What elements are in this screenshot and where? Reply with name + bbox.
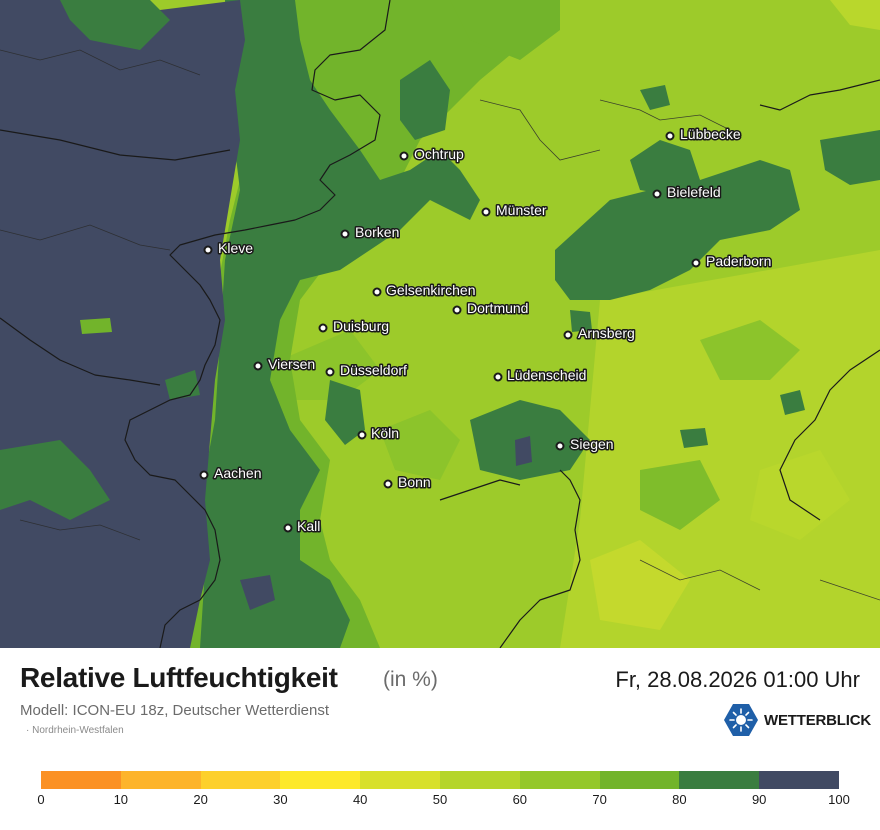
city-marker-koeln: Köln: [357, 424, 401, 443]
city-marker-kall: Kall: [283, 517, 322, 536]
legend-tick-label: 40: [352, 792, 368, 807]
legend-segment: [200, 771, 281, 789]
city-marker-duesseldorf: Düsseldorf: [325, 361, 409, 380]
city-marker-siegen: Siegen: [555, 435, 615, 454]
brand-name: WETTERBLICK: [764, 711, 871, 729]
legend-tick-label: 10: [113, 792, 129, 807]
legend-tick-label: 100: [828, 792, 850, 807]
brand-logo[interactable]: WETTERBLICK: [724, 704, 871, 736]
legend-segment: [759, 771, 839, 789]
legend-segment: [439, 771, 520, 789]
city-marker-ochtrup: Ochtrup: [399, 145, 466, 164]
city-marker-aachen: Aachen: [199, 464, 263, 483]
legend-tick-label: 70: [592, 792, 607, 807]
city-label: Köln: [371, 425, 399, 441]
city-marker-luebbecke: Lübbecke: [665, 125, 742, 144]
humidity-map: Lübbecke Ochtrup Bielefeld Münster Borke…: [0, 0, 880, 648]
map-title: Relative Luftfeuchtigkeit: [20, 662, 338, 693]
sun-snowflake-icon: [724, 704, 758, 736]
legend-tick-label: 50: [432, 792, 448, 807]
legend-tick-label: 80: [672, 792, 687, 807]
color-legend: [41, 771, 839, 789]
city-marker-luedenscheid: Lüdenscheid: [493, 366, 588, 385]
city-marker-viersen: Viersen: [253, 355, 317, 374]
city-marker-borken: Borken: [340, 223, 401, 242]
city-marker-gelsenkirchen: Gelsenkirchen: [372, 281, 477, 300]
city-label: Lübbecke: [680, 126, 741, 142]
city-marker-duisburg: Duisburg: [318, 317, 391, 336]
legend-segment: [599, 771, 680, 789]
city-marker-muenster: Münster: [481, 201, 548, 220]
legend-segment: [41, 771, 121, 789]
city-label: Arnsberg: [578, 325, 635, 341]
region-label: · Nordrhein-Westfalen: [26, 725, 124, 736]
city-label: Duisburg: [333, 318, 389, 334]
city-label: Bielefeld: [667, 184, 721, 200]
city-marker-dortmund: Dortmund: [452, 299, 530, 318]
city-marker-kleve: Kleve: [203, 239, 255, 258]
forecast-datetime: Fr, 28.08.2026 01:00 Uhr: [615, 667, 860, 692]
city-marker-paderborn: Paderborn: [691, 252, 773, 271]
city-label: Lüdenscheid: [507, 367, 586, 383]
city-label: Paderborn: [706, 253, 771, 269]
legend-tick-label: 30: [273, 792, 288, 807]
city-marker-arnsberg: Arnsberg: [563, 324, 636, 343]
legend-segment: [360, 771, 440, 789]
legend-tick-label: 20: [193, 792, 208, 807]
legend-segment: [120, 771, 201, 789]
legend-tick-label: 60: [512, 792, 528, 807]
city-label: Siegen: [570, 436, 614, 452]
city-marker-bonn: Bonn: [383, 473, 432, 492]
unit-label: (in %): [383, 668, 438, 691]
city-label: Viersen: [268, 356, 315, 372]
city-label: Bonn: [398, 474, 431, 490]
city-label: Kall: [297, 518, 320, 534]
city-label: Ochtrup: [414, 146, 464, 162]
model-info: Modell: ICON-EU 18z, Deutscher Wetterdie…: [20, 702, 330, 719]
legend-segment: [280, 771, 361, 789]
city-marker-bielefeld: Bielefeld: [652, 183, 722, 202]
city-label: Borken: [355, 224, 399, 240]
city-label: Aachen: [214, 465, 261, 481]
legend-segment: [679, 771, 760, 789]
city-label: Düsseldorf: [340, 362, 407, 378]
legend-tick-label: 90: [751, 792, 767, 807]
city-label: Kleve: [218, 240, 253, 256]
city-label: Dortmund: [467, 300, 528, 316]
legend-segment: [519, 771, 600, 789]
city-label: Gelsenkirchen: [386, 282, 476, 298]
legend-tick-label: 0: [37, 792, 45, 807]
city-label: Münster: [496, 202, 547, 218]
